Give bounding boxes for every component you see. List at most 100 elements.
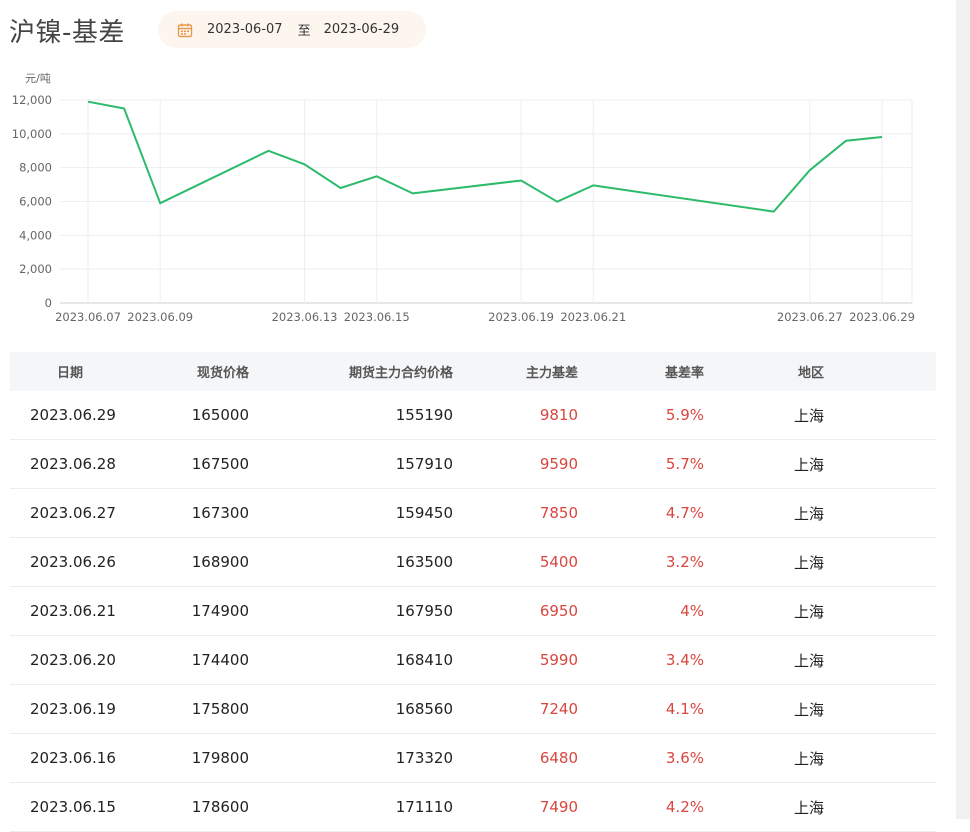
cell-basis-rate: 3.4% [665, 651, 704, 669]
cell-date: 2023.06.29 [30, 406, 116, 424]
cell-date: 2023.06.15 [30, 798, 116, 816]
header-futures-price: 期货主力合约价格 [348, 366, 453, 381]
cell-date: 2023.06.26 [30, 553, 116, 571]
cell-futures-price: 159450 [395, 504, 453, 522]
cell-date: 2023.06.27 [30, 504, 116, 522]
cell-spot-price: 175800 [191, 700, 249, 718]
cell-basis: 9810 [539, 406, 578, 424]
header-basis: 主力基差 [525, 366, 578, 381]
y-tick-label: 2,000 [19, 262, 52, 276]
cell-basis-rate: 3.2% [665, 553, 704, 571]
start-date[interactable]: 2023-06-07 [207, 22, 283, 37]
cell-futures-price: 173320 [395, 749, 453, 767]
header-date: 日期 [57, 366, 84, 381]
page-title: 沪镍-基差 [9, 18, 125, 48]
table-row: 2023.06.26 168900 163500 5400 3.2% 上海 [10, 538, 936, 587]
cell-futures-price: 168560 [395, 700, 453, 718]
cell-region: 上海 [793, 553, 824, 572]
table-row: 2023.06.15 178600 171110 7490 4.2% 上海 [10, 783, 936, 832]
y-tick-label: 12,000 [12, 93, 52, 107]
cell-spot-price: 174900 [191, 602, 249, 620]
cell-date: 2023.06.21 [30, 602, 116, 620]
cell-spot-price: 168900 [191, 553, 249, 571]
data-point [592, 184, 594, 186]
y-tick-label: 10,000 [12, 127, 52, 141]
data-point [123, 107, 125, 109]
cell-spot-price: 165000 [191, 406, 249, 424]
x-tick-label: 2023.06.09 [127, 310, 193, 324]
table-row: 2023.06.19 175800 168560 7240 4.1% 上海 [10, 685, 936, 734]
cell-futures-price: 168410 [395, 651, 453, 669]
scrollbar-track[interactable] [956, 0, 970, 819]
date-range-picker[interactable]: 2023-06-07 至 2023-06-29 [158, 11, 426, 48]
table-body: 2023.06.29 165000 155190 9810 5.9% 上海 2023.06.… [10, 391, 936, 832]
data-point [520, 180, 522, 182]
cell-spot-price: 179800 [191, 749, 249, 767]
cell-futures-price: 157910 [395, 455, 453, 473]
cell-futures-price: 167950 [395, 602, 453, 620]
cell-date: 2023.06.20 [30, 651, 116, 669]
cell-date: 2023.06.19 [30, 700, 116, 718]
cell-basis-rate: 4.1% [665, 700, 704, 718]
cell-basis-rate: 4.7% [665, 504, 704, 522]
table-header: 日期 现货价格 期货主力合约价格 主力基差 基差率 地区 [10, 352, 936, 391]
cell-date: 2023.06.28 [30, 455, 116, 473]
cell-basis: 5400 [539, 553, 578, 571]
table-row: 2023.06.21 174900 167950 6950 4% 上海 [10, 587, 936, 636]
y-tick-label: 0 [45, 296, 52, 310]
cell-basis-rate: 4% [680, 602, 704, 620]
data-point [556, 201, 558, 203]
cell-spot-price: 178600 [191, 798, 249, 816]
cell-spot-price: 167500 [191, 455, 249, 473]
cell-basis-rate: 3.6% [665, 749, 704, 767]
cell-region: 上海 [793, 504, 824, 523]
header-spot-price: 现货价格 [196, 366, 249, 381]
data-point [412, 192, 414, 194]
cell-basis: 9590 [539, 455, 578, 473]
table-row: 2023.06.27 167300 159450 7850 4.7% 上海 [10, 489, 936, 538]
data-point [809, 169, 811, 171]
cell-basis-rate: 4.2% [665, 798, 704, 816]
cell-futures-price: 163500 [395, 553, 453, 571]
range-separator: 至 [297, 24, 311, 39]
x-tick-label: 2023.06.19 [488, 310, 554, 324]
cell-futures-price: 155190 [395, 406, 453, 424]
cell-basis: 5990 [539, 651, 578, 669]
data-point [87, 101, 89, 103]
y-tick-label: 6,000 [19, 195, 52, 209]
cell-basis: 7490 [539, 798, 578, 816]
cell-region: 上海 [793, 700, 824, 719]
cell-basis: 6480 [539, 749, 578, 767]
basis-table: 日期 现货价格 期货主力合约价格 主力基差 基差率 地区 2023.06.29 1… [10, 352, 936, 832]
cell-spot-price: 167300 [191, 504, 249, 522]
y-axis-label: 元/吨 [25, 72, 51, 85]
cell-region: 上海 [793, 455, 824, 474]
header-basis-rate: 基差率 [664, 366, 704, 381]
cell-date: 2023.06.16 [30, 749, 116, 767]
x-tick-label: 2023.06.07 [55, 310, 121, 324]
cell-spot-price: 174400 [191, 651, 249, 669]
table-row: 2023.06.28 167500 157910 9590 5.7% 上海 [10, 440, 936, 489]
data-point [267, 150, 269, 152]
data-point [773, 211, 775, 213]
data-point [881, 136, 883, 138]
x-tick-label: 2023.06.27 [777, 310, 843, 324]
y-tick-label: 4,000 [19, 228, 52, 242]
cell-basis: 7240 [539, 700, 578, 718]
x-tick-label: 2023.06.15 [344, 310, 410, 324]
cell-futures-price: 171110 [395, 798, 453, 816]
cell-region: 上海 [793, 651, 824, 670]
x-tick-label: 2023.06.29 [849, 310, 915, 324]
basis-line-chart: 元/吨12,00010,0008,0006,0004,0002,00002023… [12, 72, 915, 324]
cell-basis: 6950 [539, 602, 578, 620]
data-point [340, 187, 342, 189]
data-point [845, 140, 847, 142]
x-tick-label: 2023.06.13 [272, 310, 338, 324]
cell-region: 上海 [793, 406, 824, 425]
cell-region: 上海 [793, 602, 824, 621]
data-point [304, 163, 306, 165]
cell-basis: 7850 [539, 504, 578, 522]
table-row: 2023.06.20 174400 168410 5990 3.4% 上海 [10, 636, 936, 685]
data-point [159, 202, 161, 204]
end-date[interactable]: 2023-06-29 [323, 22, 400, 37]
